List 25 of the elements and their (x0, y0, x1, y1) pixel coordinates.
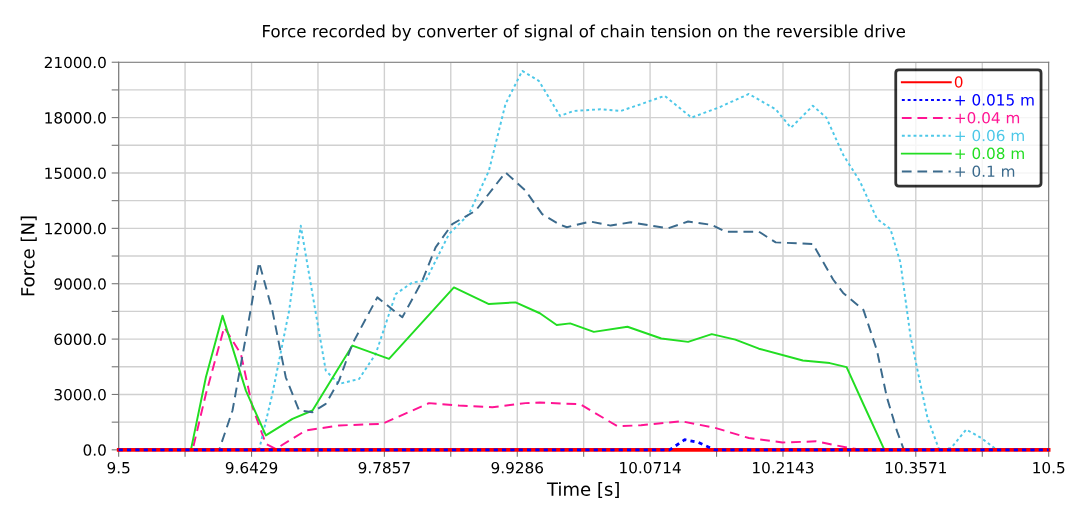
y-tick-label: 18000.0 (45, 112, 106, 124)
chart-title: Force recorded by converter of signal of chain tension on the reversible drive (263, 24, 906, 41)
y-tick-label: 3000.0 (54, 388, 106, 401)
legend-label: 0 (954, 76, 963, 88)
y-tick-label: 21000.0 (44, 56, 106, 69)
legend-label: + 0.1 m (955, 165, 1015, 178)
x-tick-label: 9.5 (107, 461, 130, 474)
legend-label: + 0.06 m (955, 129, 1024, 142)
legend-label: + 0.08 m (955, 147, 1024, 160)
y-axis-title: Force [N] (20, 216, 37, 296)
x-tick-label: 10.2143 (753, 461, 814, 474)
x-tick-label: 10.0714 (620, 461, 681, 474)
legend-label: +0.04 m (955, 111, 1020, 124)
x-tick-label: 10.5 (1033, 461, 1065, 474)
x-axis-title: Time [s] (546, 481, 619, 499)
y-tick-label: 15000.0 (45, 167, 106, 179)
y-tick-label: 0.0 (83, 444, 106, 456)
x-tick-label: 9.7857 (358, 461, 410, 474)
x-tick-label: 9.9286 (491, 461, 544, 474)
y-tick-label: 6000.0 (54, 333, 106, 346)
x-tick-label: 9.6429 (225, 461, 278, 474)
x-tick-label: 10.3571 (885, 461, 946, 474)
y-tick-label: 9000.0 (54, 278, 106, 290)
y-tick-label: 12000.0 (45, 222, 106, 235)
legend-label: + 0.015 m (955, 94, 1034, 106)
